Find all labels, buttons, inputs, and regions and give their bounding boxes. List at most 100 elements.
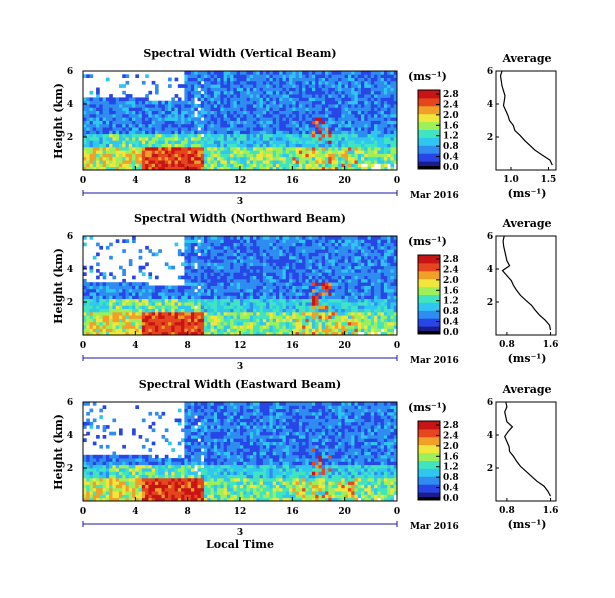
heatmap-cell bbox=[295, 90, 300, 95]
heatmap-cell bbox=[171, 97, 175, 102]
heatmap-cell bbox=[374, 321, 378, 326]
heatmap-cell bbox=[256, 285, 261, 290]
heatmap-cell bbox=[377, 87, 382, 92]
heatmap-cell bbox=[334, 282, 339, 286]
heatmap-cell bbox=[347, 117, 352, 121]
heatmap-cell bbox=[89, 318, 94, 323]
colorbar-swatch bbox=[418, 97, 440, 107]
heatmap-cell bbox=[135, 285, 139, 290]
heatmap-cell bbox=[122, 143, 126, 148]
heatmap-cell bbox=[308, 166, 313, 171]
heatmap-cell bbox=[390, 133, 395, 138]
heatmap-cell bbox=[122, 100, 126, 105]
heatmap-cell bbox=[279, 84, 283, 88]
heatmap-cell bbox=[390, 80, 395, 85]
heatmap-cell bbox=[184, 239, 189, 243]
heatmap-cell bbox=[240, 163, 244, 168]
heatmap-cell bbox=[253, 110, 257, 115]
heatmap-cell bbox=[217, 288, 221, 293]
heatmap-cell bbox=[295, 331, 300, 336]
heatmap-cell bbox=[109, 285, 113, 290]
heatmap-cell bbox=[279, 94, 283, 98]
heatmap-cell bbox=[168, 318, 172, 323]
heatmap-cell bbox=[262, 130, 267, 135]
heatmap-cell bbox=[347, 160, 352, 164]
heatmap-cell bbox=[364, 262, 368, 267]
heatmap-cell bbox=[213, 84, 218, 88]
heatmap-cell bbox=[338, 120, 342, 125]
heatmap-cell bbox=[308, 285, 313, 290]
heatmap-cell bbox=[230, 90, 234, 95]
heatmap-cell bbox=[377, 84, 382, 88]
heatmap-cell bbox=[318, 321, 323, 326]
heatmap-cell bbox=[200, 130, 205, 135]
heatmap-cell bbox=[275, 113, 280, 118]
heatmap-cell bbox=[161, 110, 166, 115]
heatmap-cell bbox=[262, 123, 267, 128]
heatmap-cell bbox=[328, 137, 332, 141]
heatmap-cell bbox=[197, 120, 202, 125]
heatmap-cell bbox=[311, 308, 316, 313]
heatmap-cell bbox=[341, 278, 346, 283]
heatmap-cell bbox=[272, 269, 277, 273]
heatmap-cell bbox=[249, 305, 254, 309]
heatmap-cell bbox=[364, 272, 368, 276]
heatmap-cell bbox=[181, 295, 185, 300]
heatmap-cell bbox=[207, 74, 211, 78]
heatmap-cell bbox=[171, 156, 175, 161]
heatmap-cell bbox=[115, 133, 120, 138]
heatmap-cell bbox=[210, 242, 215, 247]
heatmap-cell bbox=[289, 123, 293, 128]
heatmap-cell bbox=[338, 110, 342, 115]
heatmap-cell bbox=[132, 275, 136, 280]
heatmap-cell bbox=[370, 262, 375, 267]
heatmap-cell bbox=[187, 160, 192, 164]
heatmap-cell bbox=[354, 242, 359, 247]
heatmap-cell bbox=[272, 107, 277, 111]
heatmap-cell bbox=[269, 295, 274, 300]
heatmap-cell bbox=[279, 318, 283, 323]
heatmap-cell bbox=[213, 140, 218, 144]
heatmap-cell bbox=[233, 160, 238, 164]
heatmap-cell bbox=[243, 308, 247, 313]
heatmap-cell bbox=[213, 104, 218, 108]
heatmap-cell bbox=[236, 146, 241, 151]
heatmap-cell bbox=[164, 302, 169, 306]
heatmap-cell bbox=[364, 71, 368, 75]
heatmap-cell bbox=[151, 130, 156, 135]
heatmap-cell bbox=[230, 97, 234, 102]
heatmap-cell bbox=[351, 236, 355, 240]
heatmap-cell bbox=[200, 113, 205, 118]
heatmap-cell bbox=[236, 311, 241, 316]
heatmap-cell bbox=[184, 288, 189, 293]
heatmap-cell bbox=[328, 127, 332, 131]
heatmap-cell bbox=[158, 292, 162, 296]
heatmap-cell bbox=[141, 315, 146, 319]
heatmap-cell bbox=[112, 107, 117, 111]
heatmap-cell bbox=[96, 160, 100, 164]
heatmap-cell bbox=[344, 245, 349, 250]
heatmap-cell bbox=[361, 120, 365, 125]
heatmap-cell bbox=[253, 255, 257, 260]
heatmap-cell bbox=[233, 252, 238, 257]
heatmap-cell bbox=[181, 140, 185, 144]
heatmap-cell bbox=[275, 140, 280, 144]
heatmap-cell bbox=[102, 113, 107, 118]
heatmap-cell bbox=[351, 272, 355, 276]
heatmap-cell bbox=[217, 100, 221, 105]
heatmap-cell bbox=[269, 305, 274, 309]
heatmap-cell bbox=[83, 272, 87, 276]
heatmap-cell bbox=[315, 259, 319, 263]
heatmap-cell bbox=[370, 133, 375, 138]
heatmap-cell bbox=[118, 298, 123, 303]
heatmap-cell bbox=[154, 87, 159, 92]
heatmap-cell bbox=[357, 285, 362, 290]
heatmap-cell bbox=[243, 127, 247, 131]
heatmap-cell bbox=[256, 84, 261, 88]
heatmap-cell bbox=[177, 137, 182, 141]
heatmap-cell bbox=[226, 321, 231, 326]
heatmap-cell bbox=[109, 130, 113, 135]
heatmap-cell bbox=[240, 269, 244, 273]
heatmap-cell bbox=[86, 305, 90, 309]
heatmap-cell bbox=[311, 236, 316, 240]
